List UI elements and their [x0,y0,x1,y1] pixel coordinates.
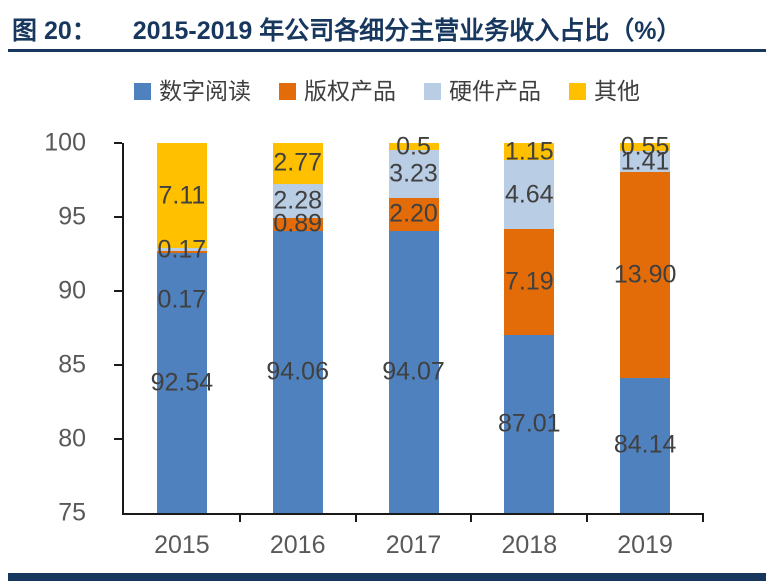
x-tick [702,513,704,522]
bar-segment [504,143,555,161]
bar-segment [504,335,555,513]
x-tick [238,513,241,522]
bar-segment [272,183,323,218]
bar-segment [620,151,671,172]
legend-swatch-icon [279,83,296,100]
y-tick [114,290,122,292]
legend-swatch-icon [569,83,586,100]
x-tick-label: 2016 [269,531,326,559]
bar-value-label: 0.5 [396,132,431,161]
legend-item: 版权产品 [279,80,396,103]
bar-value-label: 0.89 [273,209,323,238]
bar-value-label: 4.64 [504,180,554,208]
x-tick-label: 2017 [385,531,442,559]
bar-segment [388,230,439,513]
y-tick-label: 75 [58,498,86,527]
legend-label: 版权产品 [304,78,396,104]
legend-item: 数字阅读 [134,80,251,103]
legend-item: 其他 [569,80,640,103]
y-tick [114,142,122,144]
bar-segment [504,228,555,336]
bar-value-label: 2.20 [389,199,438,228]
bar-value-label: 2.28 [273,186,323,215]
chart-legend: 数字阅读 版权产品 硬件产品 其他 [0,80,774,103]
bar-value-label: 92.54 [150,368,214,397]
bar-segment [272,143,323,184]
bar-value-label: 87.01 [498,409,561,438]
bar-segment [388,143,439,151]
x-tick [586,513,589,522]
bar-segment [272,217,323,231]
legend-swatch-icon [134,83,151,100]
bar-value-label: 2.77 [273,148,323,177]
y-axis-line [122,143,124,515]
bar-segment [504,160,555,229]
bar-value-label: 1.41 [620,147,670,176]
bar-value-label: 94.06 [266,357,329,386]
title-underline [8,49,766,52]
bar-value-label: 7.11 [158,181,206,210]
x-axis-line [122,513,703,515]
bar-segment [620,143,671,152]
y-tick [114,364,122,366]
y-tick-label: 100 [44,128,86,157]
y-tick-label: 85 [58,350,86,379]
bar-segment [620,172,671,378]
y-tick-label: 80 [58,424,86,453]
bar-value-label: 1.15 [504,137,554,166]
bar-value-label: 3.23 [389,159,438,188]
bar-segment [156,253,207,513]
x-tick-label: 2018 [501,531,558,559]
legend-label: 数字阅读 [159,78,251,104]
bar-value-label: 0.17 [157,285,207,314]
legend-label: 其他 [594,78,640,104]
y-tick [114,216,122,218]
y-tick-label: 90 [58,276,86,305]
bar-segment [156,248,207,251]
bar-segment [388,198,439,231]
bar-value-label: 84.14 [613,430,677,459]
bar-value-label: 0.17 [157,235,207,264]
y-tick [114,438,122,440]
bar-segment [156,250,207,254]
figure-title: 2015-2019 年公司各细分主营业务收入占比（%） [132,17,682,45]
bar-segment [388,150,439,199]
y-tick-label: 95 [58,202,86,231]
legend-label: 硬件产品 [449,78,541,104]
footer-rule [8,573,766,581]
bar-segment [620,377,671,513]
legend-item: 硬件产品 [424,80,541,103]
bar-value-label: 94.07 [382,357,445,386]
figure-header: 图 20： 2015-2019 年公司各细分主营业务收入占比（%） [12,11,766,47]
bar-segment [272,230,323,513]
bar-value-label: 7.19 [504,267,554,296]
bar-segment [156,143,207,249]
x-tick-label: 2019 [617,531,673,559]
x-tick [354,513,357,522]
figure-label: 图 20： [12,17,97,45]
bar-value-label: 0.55 [620,132,670,161]
bar-value-label: 13.90 [613,260,677,289]
x-tick-label: 2015 [154,531,210,559]
legend-swatch-icon [424,83,441,100]
x-tick [470,513,473,522]
